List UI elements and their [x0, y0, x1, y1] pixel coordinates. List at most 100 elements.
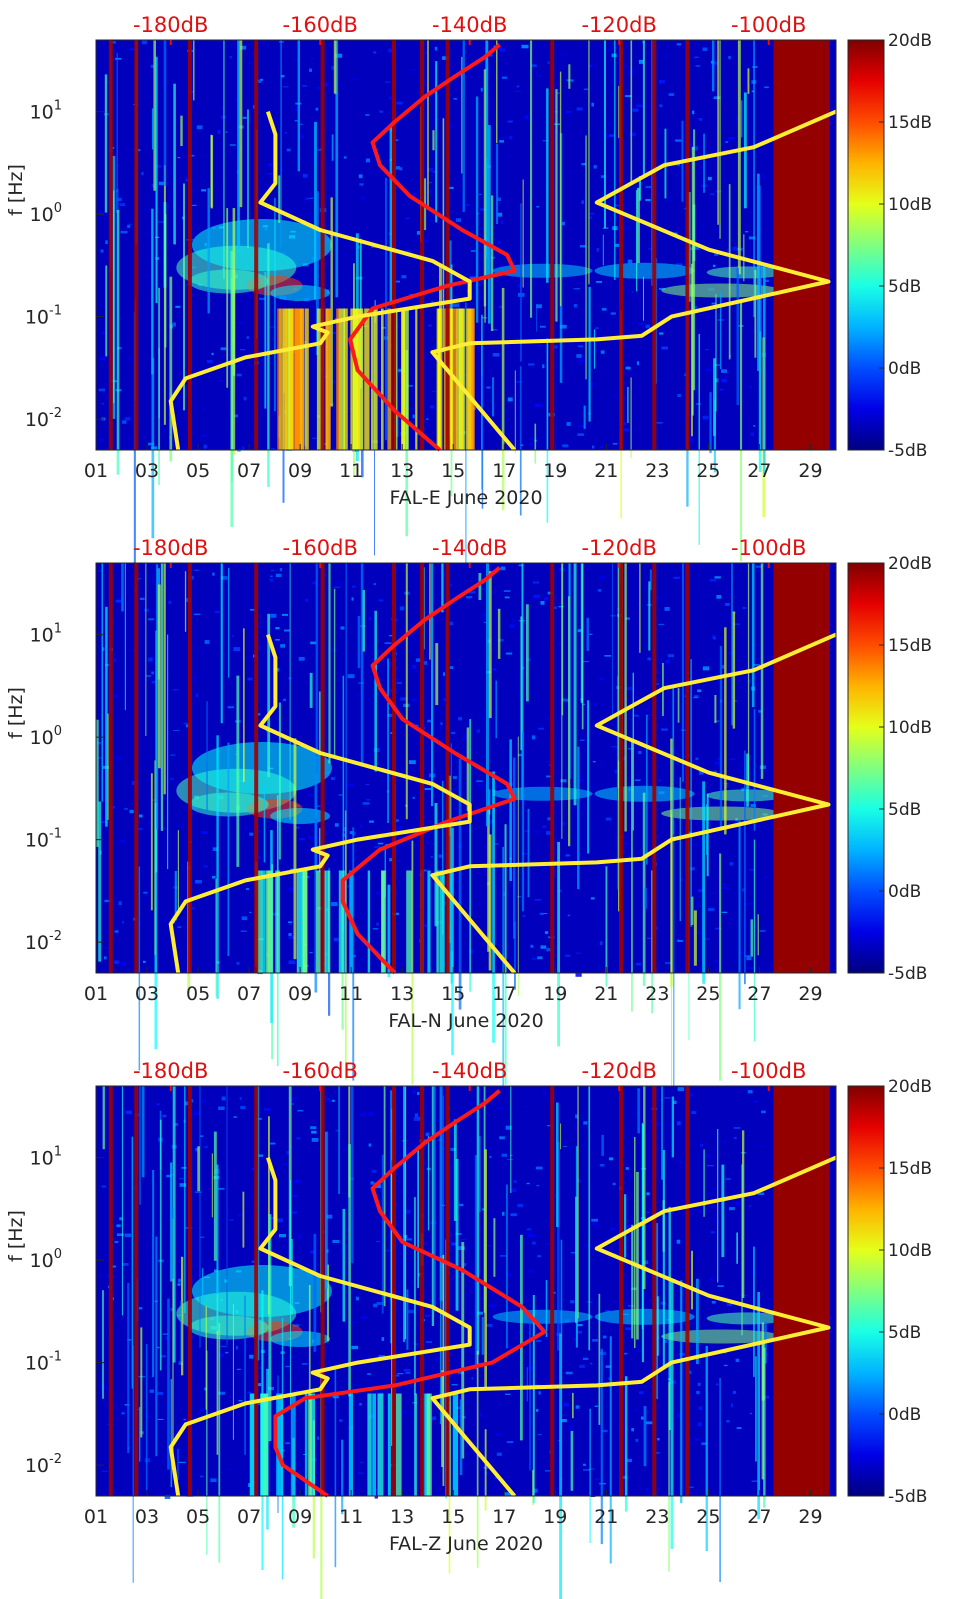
x-tick-label: 13	[390, 460, 414, 482]
colorbar-label: 0dB	[888, 882, 921, 902]
y-tick-label: 10-2	[25, 406, 62, 431]
y-axis-title: f [Hz]	[5, 164, 27, 216]
curve-noise-model-high	[430, 109, 837, 452]
x-tick-label: 05	[186, 1506, 210, 1528]
top-axis-label: -100dB	[731, 536, 806, 560]
plot-frame	[95, 39, 837, 451]
x-tick-label: 27	[747, 983, 771, 1005]
x-tick-label: 19	[543, 1506, 567, 1528]
x-tick-label: 15	[441, 460, 465, 482]
top-axis-label: -100dB	[731, 13, 806, 37]
y-tick-label: 101	[30, 622, 62, 647]
colorbar-label: 5dB	[888, 277, 921, 297]
x-tick-label: 03	[135, 1506, 159, 1528]
plot-frame	[95, 562, 837, 974]
x-tick-label: 25	[696, 983, 720, 1005]
x-tick-label: 25	[696, 1506, 720, 1528]
colorbar-label: 5dB	[888, 1323, 921, 1343]
colorbar-label: -5dB	[888, 964, 927, 984]
x-tick-label: 01	[84, 983, 108, 1005]
top-axis-label: -180dB	[133, 1059, 208, 1083]
colorbar-label: 10dB	[888, 718, 932, 738]
y-tick-label: 101	[30, 99, 62, 124]
curve-noise-model-high	[430, 1155, 837, 1498]
top-axis-label: -160dB	[282, 13, 357, 37]
spectrogram-image	[96, 563, 836, 1097]
colorbar-label: 15dB	[888, 113, 932, 133]
x-tick-label: 07	[237, 460, 261, 482]
colorbar	[847, 1085, 885, 1497]
colorbar-label: 15dB	[888, 636, 932, 656]
x-tick-label: 15	[441, 983, 465, 1005]
x-tick-label: 11	[339, 983, 363, 1005]
curve-red-spectrum	[340, 566, 517, 975]
curve-red-spectrum	[273, 1089, 547, 1498]
curve-noise-model-low	[168, 110, 472, 451]
y-axis-title: f [Hz]	[5, 687, 27, 739]
y-axis-title: f [Hz]	[5, 1210, 27, 1262]
x-axis-title: FAL-N June 2020	[388, 1010, 543, 1032]
x-tick-label: 21	[594, 1506, 618, 1528]
x-tick-label: 17	[492, 460, 516, 482]
y-tick-label: 100	[30, 1247, 62, 1272]
x-tick-label: 05	[186, 983, 210, 1005]
top-axis-label: -120dB	[581, 536, 656, 560]
top-axis-label: -140dB	[432, 1059, 507, 1083]
colorbar-label: 5dB	[888, 800, 921, 820]
x-tick-label: 27	[747, 1506, 771, 1528]
x-tick-label: 13	[390, 1506, 414, 1528]
x-tick-label: 13	[390, 983, 414, 1005]
x-tick-label: 23	[645, 460, 669, 482]
top-axis-label: -180dB	[133, 13, 208, 37]
x-tick-label: 01	[84, 1506, 108, 1528]
x-tick-label: 29	[798, 1506, 822, 1528]
colorbar-label: -5dB	[888, 441, 927, 461]
x-axis-title: FAL-Z June 2020	[389, 1533, 543, 1555]
x-tick-label: 21	[594, 460, 618, 482]
colorbar-label: 20dB	[888, 31, 932, 51]
x-tick-label: 29	[798, 983, 822, 1005]
colorbar-label: 20dB	[888, 554, 932, 574]
top-axis-label: -120dB	[581, 1059, 656, 1083]
curve-red-spectrum	[348, 43, 517, 452]
colorbar-label: 0dB	[888, 1405, 921, 1425]
curve-noise-model-low	[168, 633, 472, 974]
y-tick-label: 101	[30, 1145, 62, 1170]
x-tick-label: 11	[339, 460, 363, 482]
x-tick-label: 09	[288, 1506, 312, 1528]
y-tick-label: 100	[30, 724, 62, 749]
x-tick-label: 17	[492, 983, 516, 1005]
x-tick-label: 03	[135, 983, 159, 1005]
y-tick-label: 10-1	[25, 304, 62, 329]
colorbar-label: 20dB	[888, 1077, 932, 1097]
spectrogram-panel-3: 01 03 05 07 09 11 13 15 17 19 21 23 25 27 29 FAL-Z June…	[5, 1059, 932, 1599]
colorbar-label: 10dB	[888, 1241, 932, 1261]
colorbar-label: 15dB	[888, 1159, 932, 1179]
colorbar	[847, 39, 885, 451]
x-tick-label: 19	[543, 460, 567, 482]
spectrogram-image	[96, 1086, 836, 1599]
x-tick-label: 21	[594, 983, 618, 1005]
y-tick-label: 10-1	[25, 827, 62, 852]
colorbar-label: 10dB	[888, 195, 932, 215]
top-axis-label: -160dB	[282, 1059, 357, 1083]
spectrogram-image	[96, 40, 836, 581]
curve-noise-model-high	[430, 632, 837, 975]
x-axis-title: FAL-E June 2020	[389, 487, 542, 509]
x-tick-label: 25	[696, 460, 720, 482]
x-tick-label: 05	[186, 460, 210, 482]
x-tick-label: 07	[237, 1506, 261, 1528]
y-tick-label: 10-2	[25, 929, 62, 954]
top-axis-label: -120dB	[581, 13, 656, 37]
y-tick-label: 10-2	[25, 1452, 62, 1477]
y-tick-label: 100	[30, 201, 62, 226]
x-tick-label: 07	[237, 983, 261, 1005]
y-tick-label: 10-1	[25, 1350, 62, 1375]
x-tick-label: 09	[288, 983, 312, 1005]
top-axis-label: -100dB	[731, 1059, 806, 1083]
x-tick-label: 19	[543, 983, 567, 1005]
x-tick-label: 03	[135, 460, 159, 482]
x-tick-label: 23	[645, 1506, 669, 1528]
spectrogram-panel-2: 01 03 05 07 09 11 13 15 17 19 21 23 25 27 29 FAL-N June…	[5, 536, 932, 1097]
